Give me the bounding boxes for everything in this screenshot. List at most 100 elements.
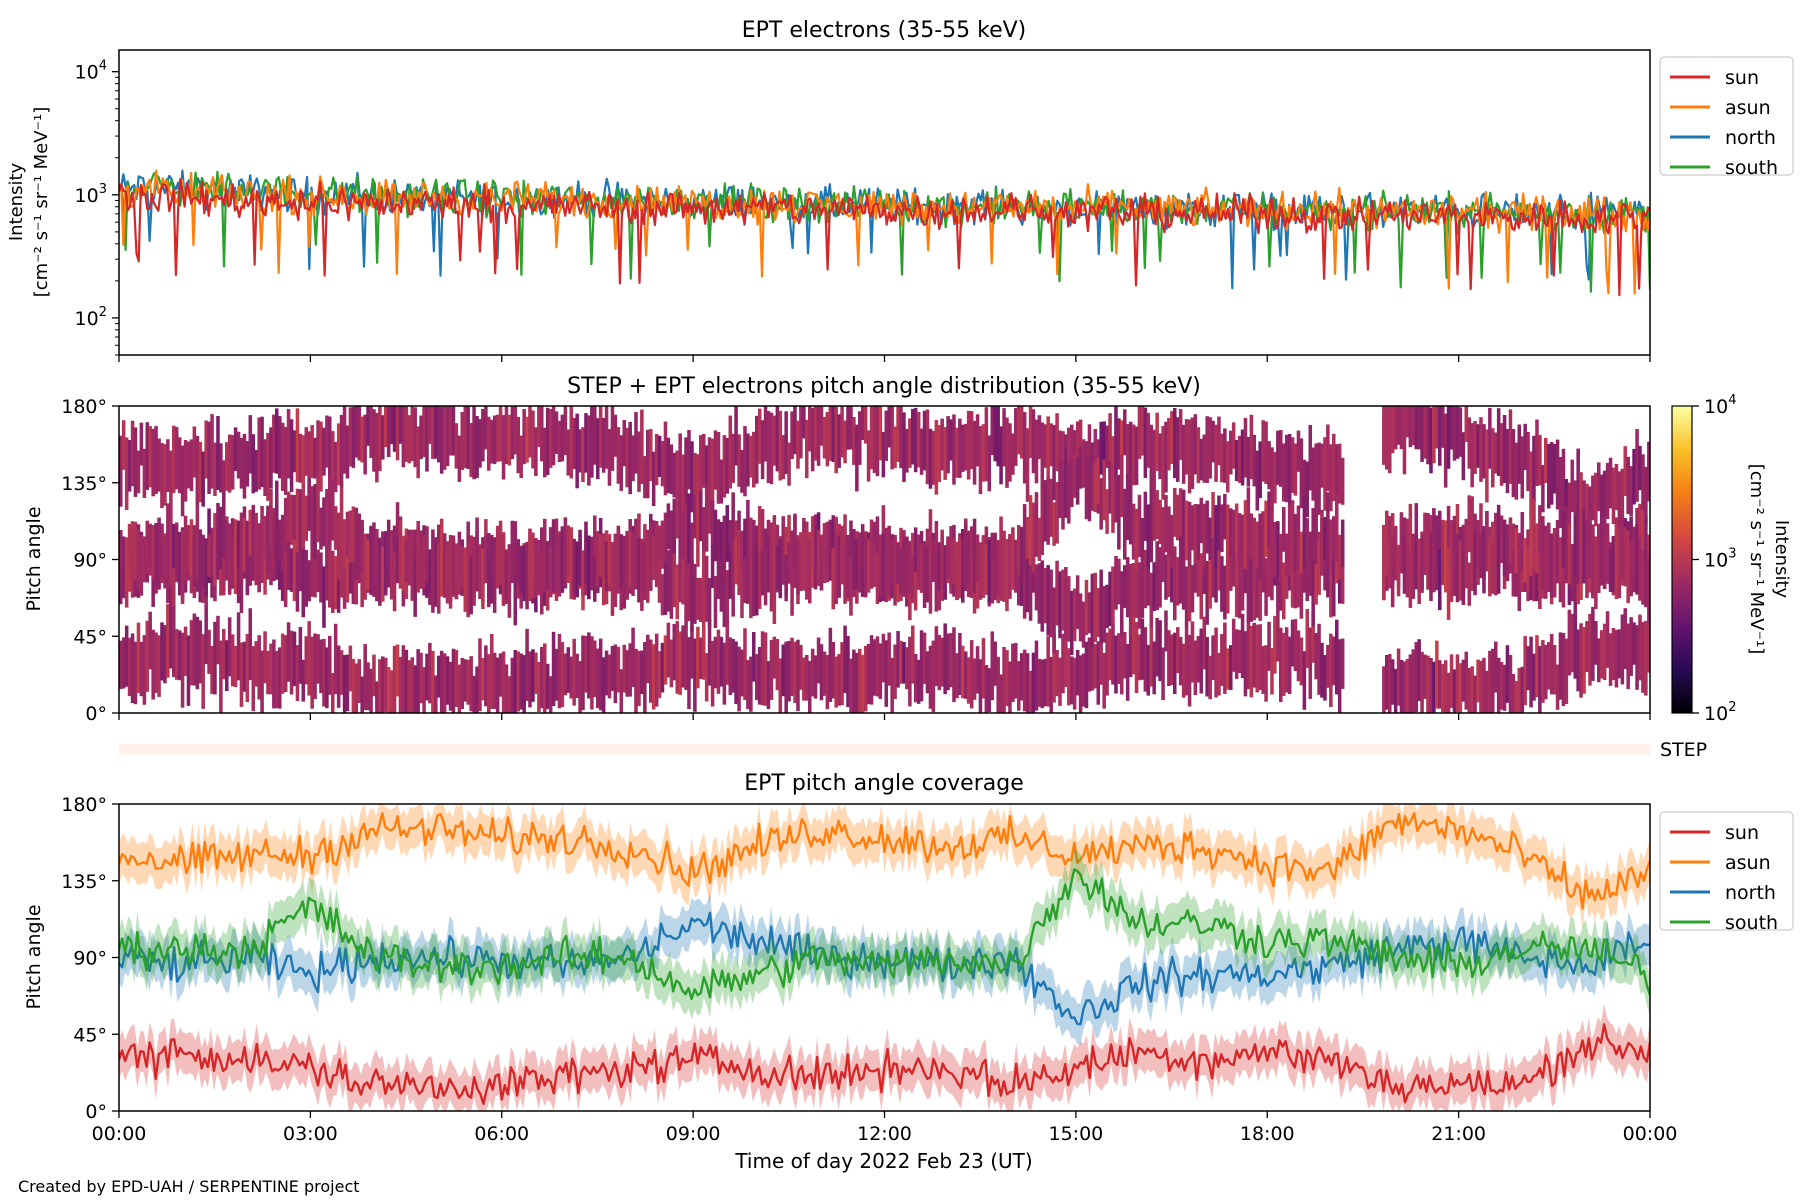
- heatmap-cell: [849, 557, 853, 616]
- heatmap-cell: [1075, 457, 1080, 505]
- heatmap-cell: [333, 506, 338, 550]
- heatmap-cell: [690, 560, 694, 632]
- heatmap-cell: [687, 563, 691, 622]
- heatmap-cell: [1102, 653, 1106, 709]
- heatmap-cell: [121, 637, 126, 689]
- heatmap-cell: [654, 633, 659, 707]
- heatmap-cell: [416, 426, 420, 479]
- heatmap-cell: [1002, 408, 1006, 467]
- heatmap-cell: [1208, 417, 1212, 479]
- heatmap-cell: [1240, 514, 1245, 569]
- heatmap-cell: [1155, 618, 1159, 677]
- heatmap-cell: [319, 507, 323, 550]
- heatmap-cell: [575, 413, 579, 489]
- heatmap-cell: [1464, 406, 1469, 442]
- heatmap-cell: [172, 524, 176, 569]
- heatmap-cell: [1561, 448, 1566, 518]
- heatmap-cell: [1514, 442, 1519, 500]
- heatmap-cell: [1296, 505, 1301, 570]
- heatmap-cell: [413, 407, 417, 468]
- heatmap-cell: [772, 415, 777, 466]
- heatmap-cell: [1078, 593, 1083, 642]
- heatmap-cell: [1055, 650, 1059, 697]
- heatmap-cell: [1102, 421, 1106, 474]
- heatmap-cell: [1143, 407, 1148, 478]
- heatmap-cell: [966, 657, 971, 704]
- heatmap-cell: [846, 534, 850, 599]
- heatmap-cell: [1019, 526, 1024, 583]
- heatmap-cell: [548, 546, 553, 598]
- heatmap-cell: [855, 652, 859, 713]
- heatmap-cell: [916, 412, 921, 468]
- coverage-band-south: [119, 848, 1650, 1020]
- heatmap-cell: [949, 419, 953, 461]
- heatmap-cell: [404, 406, 409, 462]
- heatmap-cell: [410, 657, 415, 713]
- heatmap-cell: [760, 420, 765, 480]
- heatmap-cell: [675, 490, 680, 539]
- heatmap-cell: [672, 624, 677, 681]
- heatmap-cell: [301, 547, 306, 618]
- heatmap-cell: [1046, 416, 1050, 485]
- heatmap-cell: [778, 658, 783, 713]
- heatmap-cell: [395, 644, 400, 697]
- heatmap-cell: [442, 406, 447, 470]
- heatmap-cell: [269, 643, 273, 695]
- heatmap-cell: [507, 550, 512, 618]
- heatmap-cell: [1647, 441, 1650, 502]
- heatmap-cell: [245, 441, 250, 487]
- heatmap-cell: [1108, 413, 1112, 480]
- heatmap-cell: [1385, 655, 1389, 710]
- heatmap-cell: [831, 548, 836, 610]
- heatmap-cell: [289, 419, 294, 493]
- heatmap-cell: [1181, 424, 1186, 484]
- heatmap-cell: [805, 544, 809, 600]
- heatmap-cell: [381, 656, 385, 713]
- heatmap-cell: [384, 657, 388, 712]
- heatmap-cell: [763, 406, 768, 462]
- heatmap-cell: [1220, 504, 1224, 553]
- heatmap-cell: [584, 521, 588, 584]
- heatmap-cell: [1573, 480, 1578, 529]
- heatmap-cell: [543, 643, 547, 713]
- heatmap-cell: [210, 527, 214, 576]
- heatmap-cell: [1008, 423, 1012, 482]
- heatmap-cell: [537, 662, 541, 712]
- heatmap-cell: [551, 406, 556, 466]
- heatmap-cell: [328, 635, 332, 695]
- heatmap-cell: [1538, 505, 1542, 556]
- heatmap-cell: [675, 621, 680, 694]
- heatmap-cell: [1102, 459, 1106, 521]
- heatmap-cell: [375, 681, 379, 713]
- heatmap-cell: [643, 641, 647, 713]
- heatmap-cell: [1099, 634, 1103, 685]
- heatmap-cell: [1382, 406, 1386, 465]
- heatmap-cell: [1196, 504, 1201, 560]
- heatmap-cell: [516, 539, 521, 586]
- heatmap-cell: [784, 641, 788, 713]
- heatmap-cell: [428, 642, 432, 704]
- heatmap-cell: [1588, 486, 1592, 542]
- heatmap-cell: [1582, 480, 1586, 531]
- heatmap-cell: [1602, 516, 1607, 589]
- y-tick-label: 45°: [73, 1024, 107, 1046]
- heatmap-cell: [1488, 537, 1492, 597]
- heatmap-cell: [1629, 539, 1633, 597]
- heatmap-cell: [858, 648, 862, 713]
- heatmap-cell: [1084, 579, 1089, 635]
- heatmap-cell: [1426, 655, 1430, 713]
- heatmap-cell: [543, 427, 547, 478]
- heatmap-cell: [563, 517, 568, 586]
- heatmap-cell: [875, 636, 880, 697]
- heatmap-cell: [1485, 512, 1489, 572]
- heatmap-cell: [313, 437, 317, 479]
- heatmap-cell: [551, 631, 556, 706]
- heatmap-cell: [1184, 626, 1189, 696]
- heatmap-cell: [937, 425, 942, 482]
- heatmap-cell: [763, 550, 768, 606]
- heatmap-cell: [1576, 448, 1580, 520]
- heatmap-cell: [280, 633, 285, 694]
- heatmap-cell: [192, 613, 197, 686]
- heatmap-cell: [690, 522, 694, 575]
- heatmap-cell: [663, 421, 668, 496]
